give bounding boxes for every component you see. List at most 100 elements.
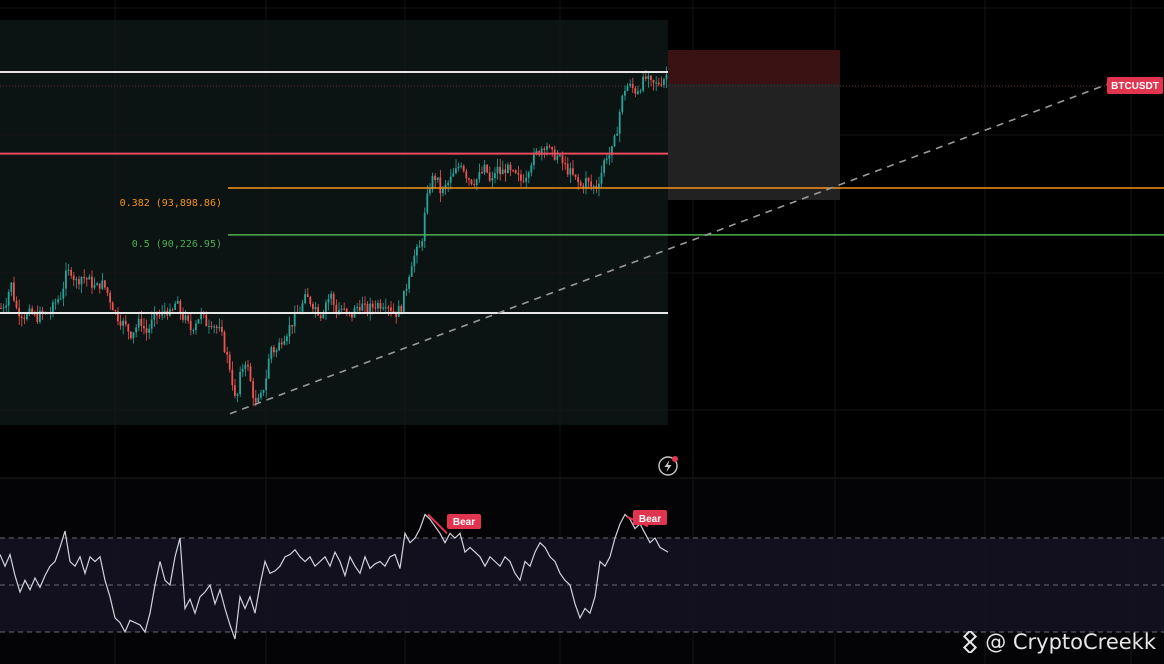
candle-body (624, 90, 626, 96)
candle-body (213, 326, 215, 328)
price-levels[interactable] (0, 71, 1164, 314)
candle-body (317, 307, 319, 316)
bear-tag-1: Bear (453, 517, 475, 528)
candle-body (148, 328, 150, 333)
candle-body (457, 166, 460, 169)
candle-body (499, 166, 501, 175)
candle-body (470, 179, 473, 185)
candle-body (135, 327, 137, 333)
candle-body (286, 336, 288, 342)
candle-body (26, 314, 28, 320)
candle-body (564, 163, 566, 165)
candle-body (150, 319, 153, 329)
candle-body (618, 111, 621, 134)
candle-body (195, 323, 197, 331)
candle-body (114, 310, 117, 312)
candle-body (28, 308, 31, 315)
candle-body (343, 308, 345, 310)
symbol-tag-bg (1107, 77, 1163, 94)
candle-body (36, 313, 39, 322)
candle-body (122, 320, 124, 326)
target-zone[interactable] (668, 84, 840, 200)
candle-body (483, 164, 486, 173)
candle-body (176, 300, 179, 304)
candle-body (413, 255, 416, 267)
candle-body (416, 246, 418, 256)
candle-body (561, 155, 564, 164)
candle-body (189, 320, 192, 331)
candle-body (59, 298, 62, 300)
watermark: @ CryptoCreekk (959, 630, 1156, 654)
candle-body (267, 358, 270, 379)
candle-body (301, 303, 304, 312)
candle-body (171, 309, 174, 311)
candle-body (410, 266, 413, 277)
candle-body (639, 90, 642, 92)
price-pane-shade (0, 20, 668, 425)
candle-body (657, 82, 660, 85)
candle-body (23, 317, 26, 320)
candle-body (252, 381, 254, 399)
candle-body (574, 174, 577, 177)
candle-body (626, 85, 629, 91)
candle-body (429, 189, 431, 194)
candle-body (254, 398, 257, 403)
candle-body (514, 170, 517, 174)
candle-body (223, 332, 226, 352)
candle-body (637, 91, 639, 94)
candle-body (405, 288, 408, 291)
lightning-icon[interactable] (658, 456, 678, 476)
candle-body (187, 315, 189, 321)
candle-body (423, 212, 426, 242)
stop-loss-zone[interactable] (668, 50, 840, 84)
candle-body (239, 371, 241, 395)
candle-body (551, 147, 553, 150)
candle-body (65, 270, 67, 289)
candle-body (569, 168, 572, 175)
candle-body (566, 163, 569, 175)
candle-body (218, 326, 221, 329)
candle-body (598, 183, 600, 189)
candle-body (319, 315, 322, 319)
candle-body (260, 392, 262, 398)
candle-body (111, 302, 114, 311)
candle-body (208, 325, 210, 327)
candle-body (616, 133, 618, 136)
candle-body (153, 311, 156, 320)
bear-tag-2: Bear (639, 514, 661, 525)
candle-body (280, 342, 283, 345)
candle-body (621, 95, 624, 112)
candle-body (501, 169, 504, 175)
candle-body (15, 300, 18, 308)
candle-body (345, 308, 348, 313)
candle-body (507, 164, 509, 174)
candle-body (309, 296, 312, 304)
candle-body (655, 82, 657, 84)
candle-body (509, 164, 512, 171)
bear-tag-bg-1 (447, 514, 481, 529)
candle-body (104, 280, 106, 288)
dashed-trendline[interactable] (229, 75, 1131, 415)
candle-body (226, 351, 228, 355)
candle-body (530, 165, 533, 173)
candle-body (109, 292, 111, 303)
candle-body (306, 294, 309, 297)
candle-body (124, 320, 127, 325)
candle-body (293, 312, 296, 327)
candle-body (158, 315, 161, 317)
candle-body (351, 313, 353, 318)
candle-body (67, 269, 70, 271)
candle-body (78, 279, 80, 285)
candle-body (408, 276, 410, 289)
candle-body (174, 303, 176, 310)
candle-body (145, 328, 148, 333)
candle-body (449, 176, 452, 183)
candle-body (262, 390, 265, 393)
candle-body (460, 165, 462, 167)
candle-body (244, 364, 247, 369)
candle-body (234, 385, 236, 396)
candle-body (210, 325, 213, 327)
candle-body (356, 307, 358, 309)
